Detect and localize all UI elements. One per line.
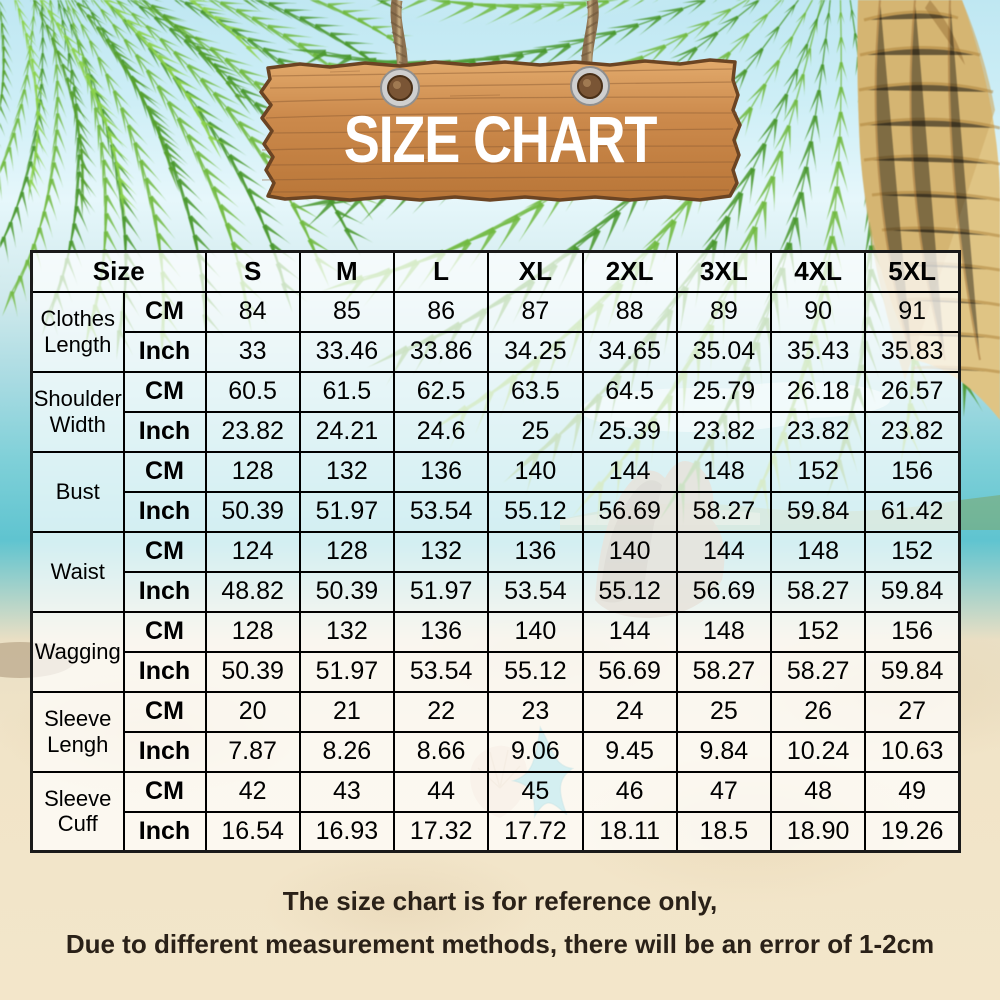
svg-text:SIZE CHART: SIZE CHART xyxy=(344,102,658,176)
